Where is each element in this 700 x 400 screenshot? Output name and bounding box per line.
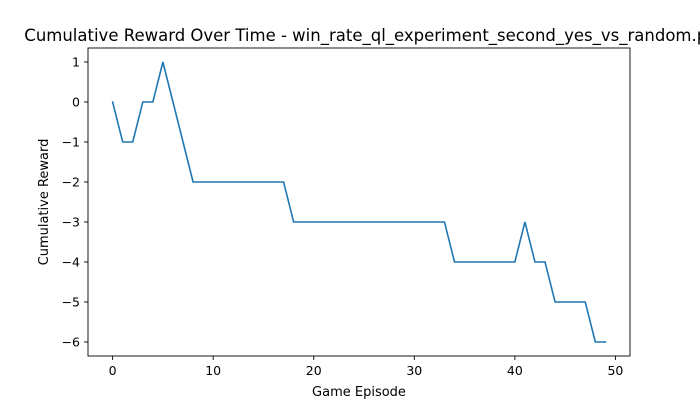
- x-tick-label: 20: [306, 363, 322, 378]
- x-tick-label: 40: [507, 363, 523, 378]
- y-tick-label: −4: [62, 255, 80, 270]
- x-tick-label: 50: [607, 363, 623, 378]
- y-tick-label: −6: [62, 335, 80, 350]
- plot-frame: [87, 47, 631, 357]
- y-tick-label: 1: [72, 55, 80, 70]
- y-axis-label: Cumulative Reward: [37, 139, 52, 266]
- y-tick-label: −5: [62, 295, 80, 310]
- x-tick-label: 30: [406, 363, 422, 378]
- x-tick-label: 10: [205, 363, 221, 378]
- chart-title: Cumulative Reward Over Time - win_rate_q…: [24, 26, 700, 46]
- x-axis-label: Game Episode: [312, 385, 406, 400]
- y-tick-label: 0: [72, 95, 80, 110]
- series-line: [111, 61, 607, 343]
- y-tick-label: −3: [62, 215, 80, 230]
- plot-area: [88, 48, 630, 356]
- y-tick-label: −2: [62, 175, 80, 190]
- x-tick-label: 0: [109, 363, 117, 378]
- y-tick-label: −1: [62, 135, 80, 150]
